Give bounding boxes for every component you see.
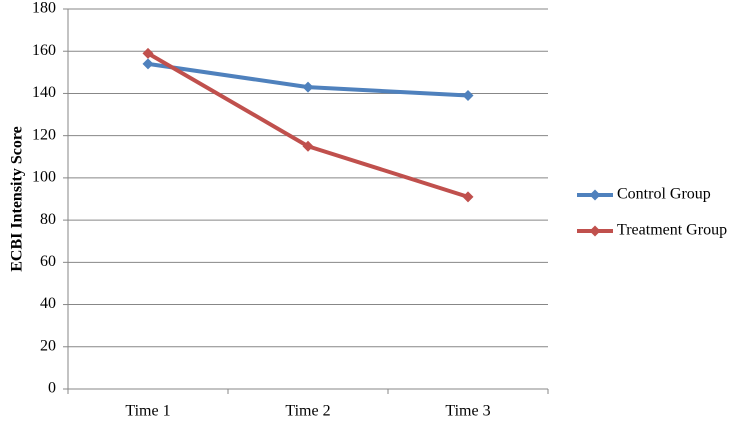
- marker: [142, 58, 154, 70]
- y-tick-label: 120: [32, 126, 56, 143]
- y-tick-label: 60: [40, 253, 56, 270]
- y-tick-label: 100: [32, 169, 56, 186]
- legend-marker: [589, 225, 601, 237]
- marker: [302, 81, 314, 93]
- marker: [462, 90, 474, 102]
- x-tick-label: Time 1: [125, 403, 170, 420]
- legend-label: Treatment Group: [617, 222, 727, 239]
- y-tick-label: 80: [40, 211, 56, 228]
- y-tick-label: 160: [32, 42, 56, 59]
- y-tick-label: 0: [48, 380, 56, 397]
- y-tick-label: 20: [40, 337, 56, 354]
- legend-marker: [589, 189, 601, 201]
- series-line: [146, 51, 469, 199]
- marker: [462, 191, 474, 203]
- x-tick-label: Time 3: [445, 403, 490, 420]
- y-tick-label: 40: [40, 295, 56, 312]
- y-tick-label: 140: [32, 84, 56, 101]
- legend-label: Control Group: [617, 186, 711, 203]
- y-axis-label: ECBI Intensity Score: [9, 126, 26, 272]
- marker: [142, 47, 154, 59]
- y-tick-label: 180: [32, 0, 56, 17]
- x-tick-label: Time 2: [285, 403, 330, 420]
- marker: [302, 140, 314, 152]
